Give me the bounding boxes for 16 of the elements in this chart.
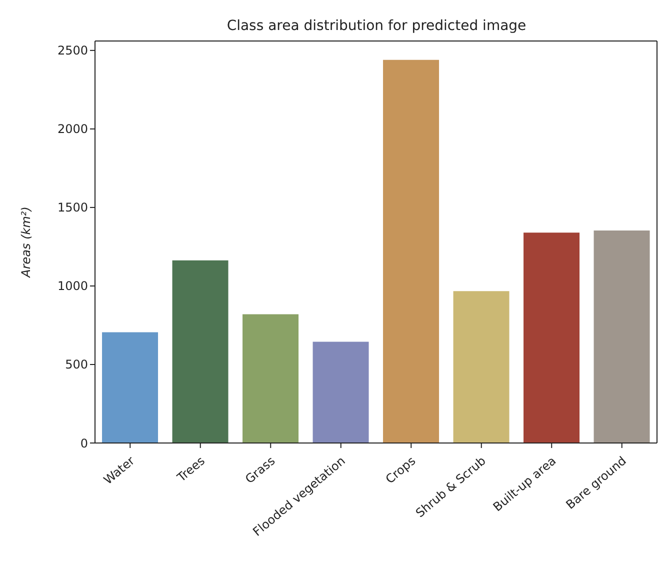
chart-title: Class area distribution for predicted image [226,18,526,34]
y-tick-label: 2000 [57,122,88,136]
y-tick-label: 1500 [57,200,88,215]
bar [172,260,228,443]
y-tick-label: 500 [65,358,88,372]
y-tick-label: 2500 [57,44,88,58]
y-tick-label: 1000 [57,279,88,294]
bar [312,342,369,443]
bar [453,291,510,443]
bar [242,314,299,443]
bar [594,230,650,443]
bar [102,332,158,443]
y-tick-label: 0 [80,436,88,450]
y-axis-title: Areas (km²) [19,206,33,278]
bar [524,232,580,443]
bar [383,60,440,443]
